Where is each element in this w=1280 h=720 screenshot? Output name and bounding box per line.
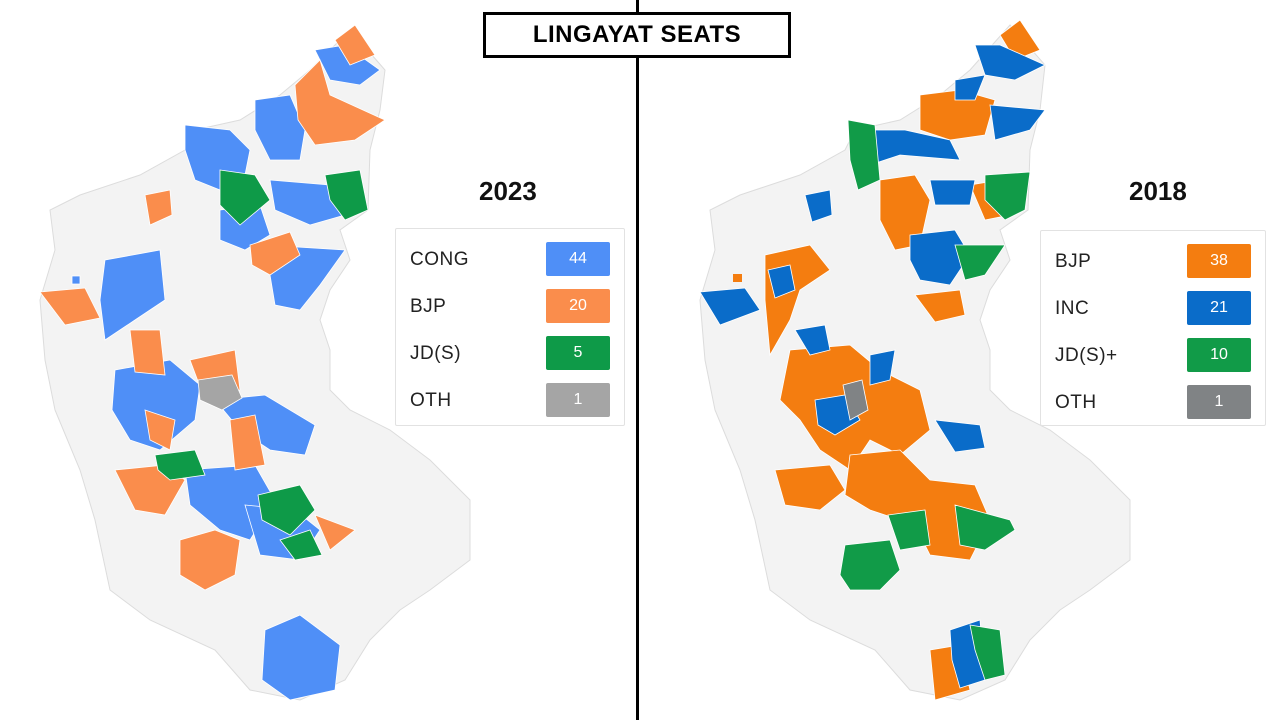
legend-party: BJP — [1055, 251, 1092, 272]
legend-party: BJP — [410, 296, 447, 317]
bjp-constituencies — [39, 24, 386, 591]
legend-seat-count: 10 — [1187, 338, 1251, 372]
legend-row: BJP 38 — [1055, 244, 1251, 278]
legend-row: BJP 20 — [410, 289, 610, 323]
legend-row: JD(S)+ 10 — [1055, 338, 1251, 372]
legend-seat-count: 1 — [546, 383, 610, 417]
legend-row: INC 21 — [1055, 291, 1251, 325]
legend-seat-count: 21 — [1187, 291, 1251, 325]
oth-constituencies — [842, 379, 869, 421]
page-title-text: LINGAYAT SEATS — [532, 21, 742, 48]
legend-party: OTH — [410, 390, 452, 411]
jds-constituencies — [154, 169, 369, 561]
oth-constituencies — [197, 374, 243, 411]
legend-2023: CONG 44 BJP 20 JD(S) 5 OTH 1 — [395, 228, 625, 426]
legend-2018: BJP 38 INC 21 JD(S)+ 10 OTH 1 — [1040, 230, 1266, 426]
legend-party: OTH — [1055, 392, 1097, 413]
legend-seat-count: 38 — [1187, 244, 1251, 278]
legend-seat-count: 5 — [546, 336, 610, 370]
legend-row: CONG 44 — [410, 242, 610, 276]
legend-seat-count: 44 — [546, 242, 610, 276]
small-dot — [733, 274, 742, 282]
legend-row: OTH 1 — [410, 383, 610, 417]
year-label-2018: 2018 — [1129, 176, 1187, 206]
jds-constituencies — [839, 119, 1031, 681]
karnataka-map-2023 — [39, 24, 471, 701]
legend-party: INC — [1055, 298, 1090, 319]
legend-party: JD(S) — [410, 343, 462, 364]
legend-row: OTH 1 — [1055, 385, 1251, 419]
page-title: LINGAYAT SEATS — [483, 12, 791, 58]
legend-seat-count: 20 — [546, 289, 610, 323]
center-divider — [636, 0, 639, 720]
legend-row: JD(S) 5 — [410, 336, 610, 370]
legend-seat-count: 1 — [1187, 385, 1251, 419]
year-label-2023: 2023 — [479, 176, 537, 206]
legend-party: JD(S)+ — [1055, 345, 1118, 366]
legend-party: CONG — [410, 249, 469, 270]
